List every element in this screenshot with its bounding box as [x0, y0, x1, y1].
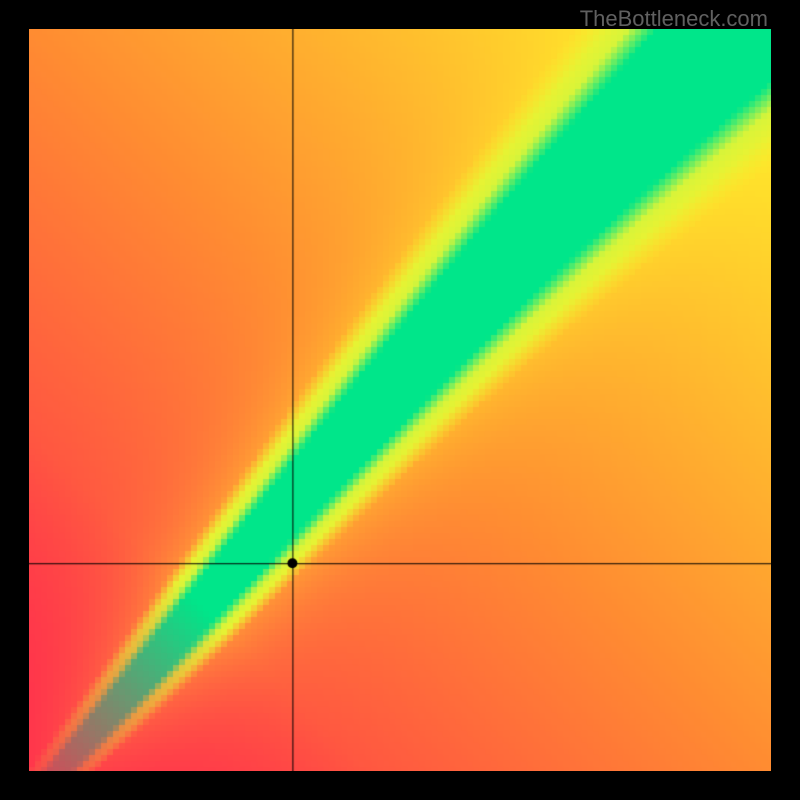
bottleneck-heatmap	[29, 29, 771, 771]
heatmap-canvas	[29, 29, 771, 771]
